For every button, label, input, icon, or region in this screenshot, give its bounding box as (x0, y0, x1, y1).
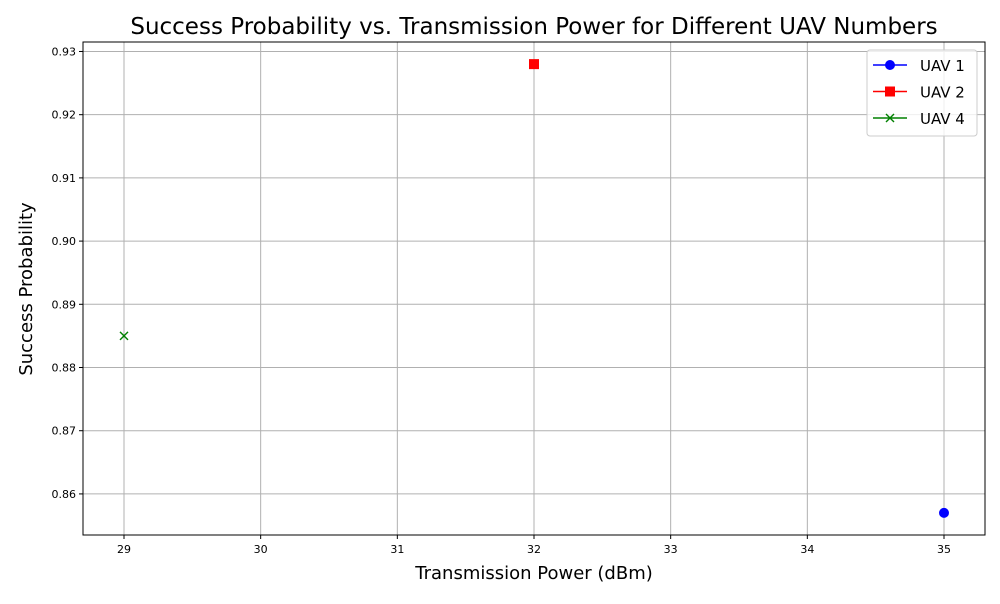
legend-marker (885, 113, 895, 123)
x-tick-label: 34 (800, 543, 814, 556)
x-tick-label: 32 (527, 543, 541, 556)
x-axis-label: Transmission Power (dBm) (414, 563, 653, 584)
x-tick-label: 30 (254, 543, 268, 556)
ticks: 29 30 31 32 33 34 35 0.86 0.87 0.88 0.89 0.90 0.91 0.… (52, 45, 952, 556)
x-tick-label: 31 (390, 543, 404, 556)
y-axis-label: Success Probability (16, 202, 37, 376)
plot-frame (82, 41, 986, 536)
x-marker-stroke (885, 113, 895, 123)
x-tick-label: 35 (937, 543, 951, 556)
x-marker-stroke (119, 331, 129, 341)
legend-label: UAV 2 (920, 84, 965, 102)
legend-label: UAV 1 (920, 57, 965, 75)
legend-label: UAV 4 (920, 110, 965, 128)
legend-marker (885, 86, 895, 97)
y-tick-label: 0.93 (52, 45, 77, 58)
x-tick-label: 33 (664, 543, 678, 556)
legend-entry-uav-2: UAV 2 (873, 84, 965, 102)
legend: UAV 1 UAV 2 UAV 4 (866, 49, 978, 137)
y-tick-label: 0.92 (52, 109, 77, 122)
data-point-uav-2 (529, 59, 539, 70)
chart-title: Success Probability vs. Transmission Pow… (130, 14, 937, 40)
y-tick-label: 0.86 (52, 488, 77, 501)
legend-marker (885, 60, 895, 70)
y-tick-label: 0.90 (52, 235, 77, 248)
data-points (119, 59, 949, 518)
legend-box (866, 49, 978, 137)
y-tick-label: 0.87 (52, 425, 77, 438)
grid (83, 42, 985, 535)
y-tick-label: 0.91 (52, 172, 77, 185)
legend-entry-uav-4: UAV 4 (873, 110, 965, 128)
y-tick-label: 0.89 (52, 298, 77, 311)
data-point-uav-4 (119, 331, 129, 341)
data-point-uav-1 (939, 507, 949, 518)
legend-entry-uav-1: UAV 1 (873, 57, 965, 75)
y-tick-label: 0.88 (52, 362, 77, 375)
x-tick-label: 29 (117, 543, 131, 556)
